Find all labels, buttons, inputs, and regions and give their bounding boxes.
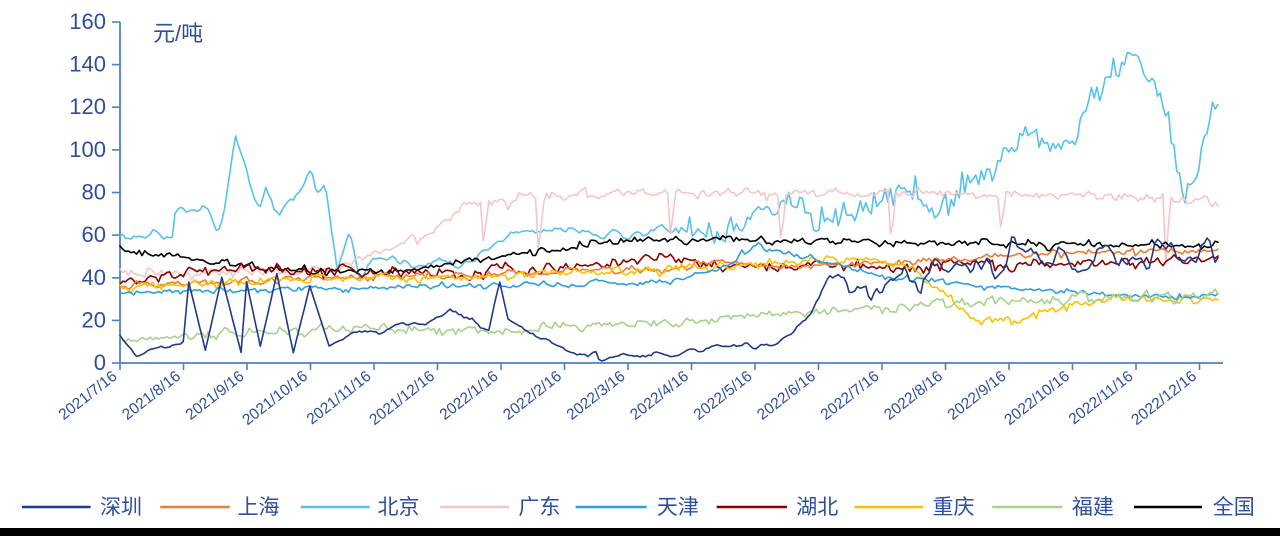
svg-text:元/吨: 元/吨	[153, 21, 203, 46]
svg-text:80: 80	[82, 180, 106, 205]
svg-text:20: 20	[82, 307, 106, 332]
svg-text:深圳: 深圳	[100, 496, 142, 519]
svg-text:60: 60	[82, 222, 106, 247]
svg-text:湖北: 湖北	[796, 496, 838, 519]
svg-text:100: 100	[69, 137, 106, 162]
svg-text:广东: 广东	[518, 496, 560, 519]
svg-text:40: 40	[82, 265, 106, 290]
svg-text:上海: 上海	[238, 496, 280, 519]
svg-text:120: 120	[69, 94, 106, 119]
svg-text:140: 140	[69, 52, 106, 77]
svg-text:北京: 北京	[378, 496, 420, 519]
svg-text:福建: 福建	[1072, 496, 1114, 519]
svg-text:重庆: 重庆	[933, 496, 975, 519]
svg-text:全国: 全国	[1213, 496, 1255, 519]
svg-text:160: 160	[69, 9, 106, 34]
svg-text:天津: 天津	[657, 496, 699, 519]
